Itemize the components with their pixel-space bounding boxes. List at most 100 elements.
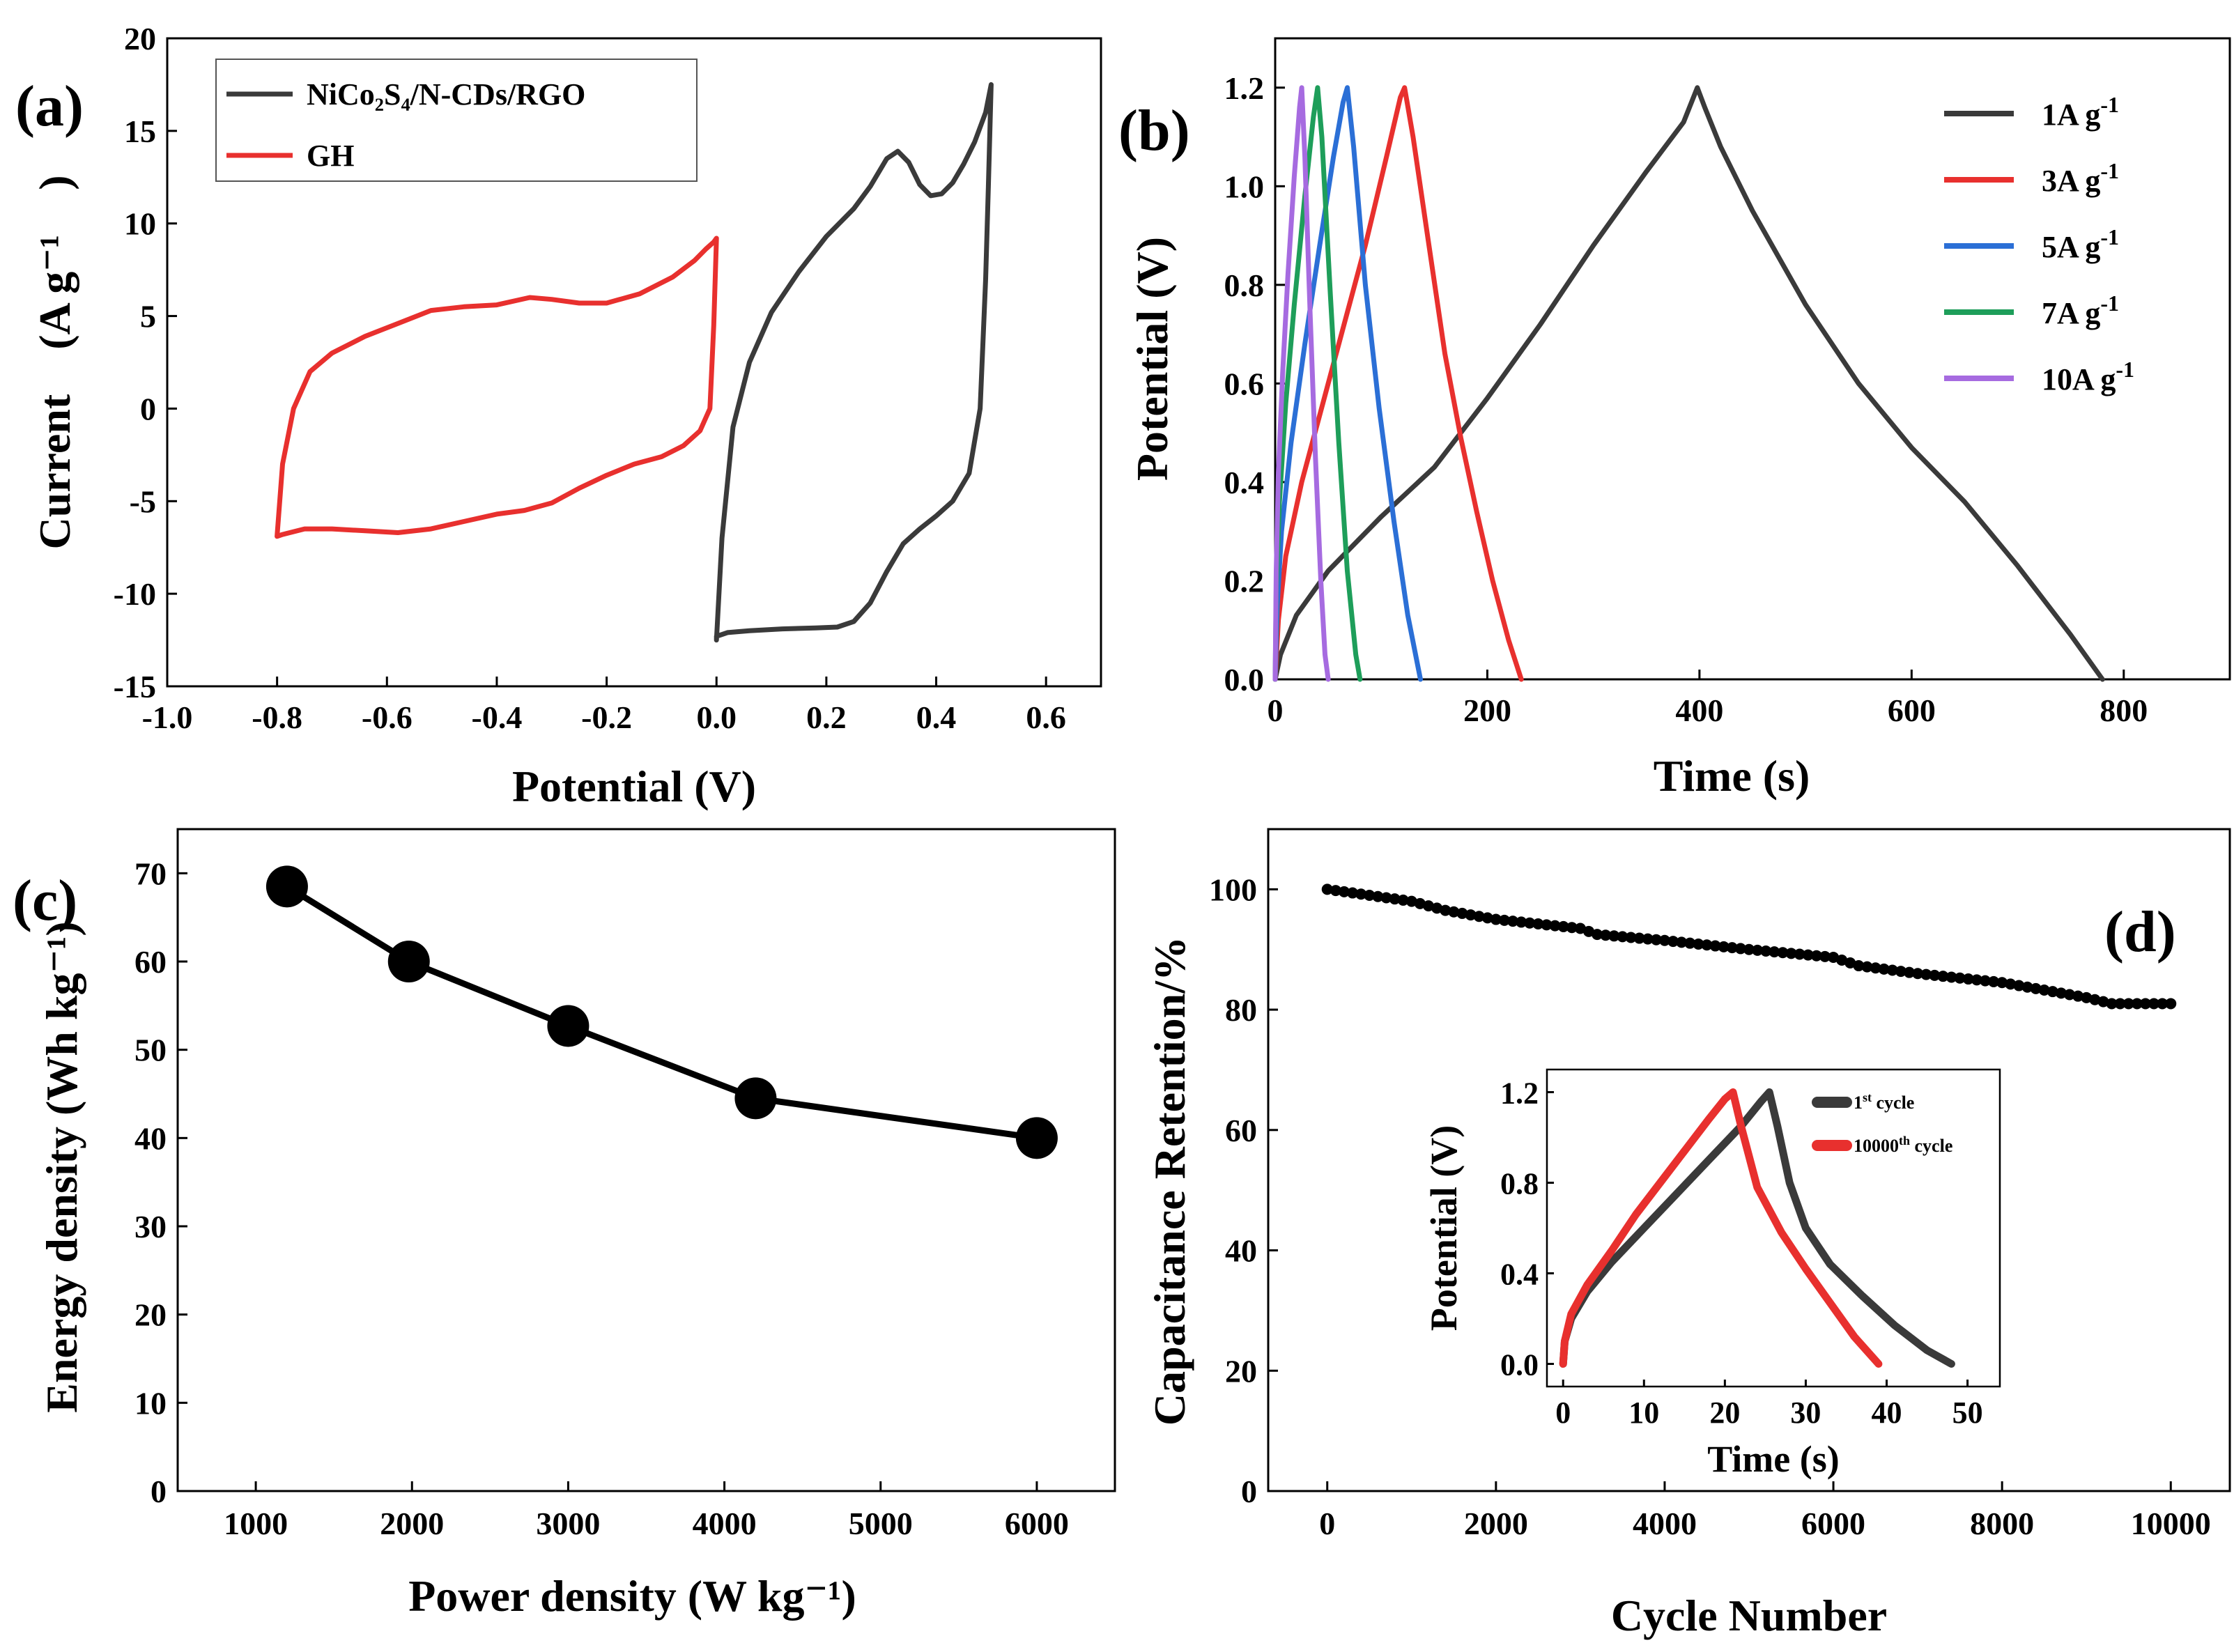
panel-d-y-tick-label: 0 — [1241, 1474, 1257, 1509]
panel-d-data-point — [1676, 936, 1688, 948]
panel-b-legend-unit: 5A g — [2042, 230, 2100, 264]
panel-c-label: (c) — [13, 868, 77, 933]
panel-d-inset-legend-label: 1st cycle — [1854, 1090, 1914, 1113]
panel-b-series-1a — [1272, 85, 2105, 682]
panel-d-inset-x-tick-label: 40 — [1872, 1396, 1902, 1430]
panel-d-data-point — [1600, 929, 1612, 941]
panel-b-legend-exponent: -1 — [2100, 224, 2119, 249]
panel-d-data-point — [1861, 961, 1873, 973]
panel-c-x-tick-label: 4000 — [693, 1506, 757, 1541]
panel-a-x-tick-label: -0.6 — [362, 700, 413, 735]
panel-d-inset-y-tick-label: 0.8 — [1500, 1167, 1539, 1201]
panel-d-inset-series-last-cycle — [1559, 1088, 1883, 1368]
panel-c-y-tick-label: 10 — [134, 1385, 167, 1421]
panel-a-y-tick-label: -15 — [114, 669, 156, 704]
panel-b-x-title: Time (s) — [1654, 751, 1810, 801]
panel-b-label: (b) — [1118, 98, 1190, 163]
panel-d-plot-frame — [1267, 828, 2231, 1492]
panel-d-inset-x-tick-label: 0 — [1555, 1396, 1571, 1430]
panel-d-data-point — [1920, 968, 1932, 980]
panel-b-legend-exponent: -1 — [2100, 158, 2119, 183]
panel-c-data-point — [387, 941, 430, 982]
panel-a-y-tick-label: -10 — [114, 576, 156, 612]
panel-d-data-point — [1946, 971, 1957, 983]
panel-b-x-tick-label: 800 — [2100, 693, 2148, 728]
panel-d-data-point — [1456, 907, 1468, 919]
panel-d-x-title: Cycle Number — [1611, 1591, 1887, 1640]
panel-d-data-point — [1878, 963, 1890, 975]
panel-d-inset-legend-cycle-word: cycle — [1872, 1093, 1914, 1113]
panel-d-data-point — [2123, 998, 2134, 1010]
panel-b: 0 200 400 600 800 0.0 0.2 0.4 0.6 0.8 1.0 1.2 (b) Tim… — [1118, 37, 2231, 801]
panel-a-x-tick-label: -0.8 — [252, 700, 302, 735]
panel-d-data-point — [1516, 916, 1527, 928]
panel-a-legend-label: GH — [307, 139, 354, 173]
panel-b-legend-label: 5A g-1 — [2042, 224, 2119, 264]
panel-d-y-title: Capacitance Retention/% — [1145, 936, 1194, 1426]
panel-d-data-point — [1996, 977, 2008, 989]
panel-d-data-point — [1718, 941, 1730, 952]
panel-b-y-tick-label: 1.0 — [1224, 169, 1265, 204]
panel-d-data-point — [2038, 985, 2050, 996]
panel-b-y-tick-label: 0.8 — [1224, 268, 1265, 303]
panel-a-y-title: Current (A g⁻¹ ) — [30, 175, 79, 549]
panel-d-data-point — [1574, 923, 1586, 934]
panel-d-data-point — [2089, 994, 2101, 1005]
panel-b-legend-exponent: -1 — [2100, 92, 2119, 117]
panel-a-y-tick-label: 5 — [140, 299, 156, 334]
panel-d-inset-legend-ordinal: st — [1863, 1090, 1872, 1104]
panel-d-data-point — [1726, 942, 1738, 954]
panel-d-x-tick-label: 2000 — [1464, 1506, 1528, 1541]
panel-a-x-tick-label: 0.6 — [1026, 700, 1066, 735]
panel-d-data-point — [1650, 934, 1662, 945]
panel-d-y-tick-label: 20 — [1225, 1353, 1257, 1389]
panel-d-data-point — [1828, 951, 1840, 963]
panel-d-data-point — [1498, 914, 1510, 926]
panel-d-y-tick-label: 100 — [1209, 872, 1257, 907]
panel-b-y-tick-label: 0.2 — [1224, 563, 1265, 599]
panel-d-x-tick-label: 4000 — [1633, 1506, 1697, 1541]
panel-d-data-point — [1988, 975, 2000, 987]
panel-c-data-point — [547, 1005, 590, 1047]
panel-d-data-point — [2139, 998, 2151, 1010]
panel-d-data-point — [1541, 919, 1553, 931]
panel-d-x-tick-label: 10000 — [2131, 1506, 2211, 1541]
panel-b-legend-label: 3A g-1 — [2042, 158, 2119, 198]
panel-d-data-point — [2081, 991, 2093, 1003]
panel-d-data-point — [1338, 886, 1350, 897]
panel-c-x-tick-label: 3000 — [536, 1506, 600, 1541]
panel-d-data-point — [1380, 892, 1392, 904]
panel-b-y-tick-label: 0.6 — [1224, 366, 1265, 401]
panel-d-data-point — [1819, 950, 1831, 962]
panel-a-series-nico-s-n-cds-rgo — [714, 82, 994, 643]
panel-c-y-tick-label: 40 — [134, 1120, 167, 1156]
panel-c-x-tick-label: 5000 — [849, 1506, 913, 1541]
panel-d-data-point — [1937, 971, 1949, 982]
panel-d-data-point — [1592, 929, 1603, 941]
panel-d-data-point — [1355, 888, 1367, 900]
panel-d-data-point — [1701, 939, 1713, 951]
panel-a-y-tick-label: 15 — [124, 114, 156, 149]
panel-b-series-5a — [1272, 85, 1423, 682]
panel-d-data-point — [1886, 964, 1898, 976]
panel-d-data-point — [1760, 945, 1772, 957]
panel-d-data-point — [1557, 920, 1569, 932]
panel-d-inset-y-tick-label: 0.0 — [1500, 1348, 1539, 1382]
panel-d-inset-x-title: Time (s) — [1707, 1438, 1839, 1480]
panel-d-label: (d) — [2104, 900, 2176, 964]
panel-d-data-point — [1566, 922, 1578, 934]
panel-d-data-point — [1431, 902, 1443, 914]
panel-d-data-point — [1802, 949, 1814, 961]
panel-c-y-tick-label: 0 — [151, 1474, 167, 1509]
panel-d-data-point — [2157, 998, 2168, 1010]
panel-a-x-tick-label: 0.0 — [696, 700, 737, 735]
panel-d-data-point — [1971, 974, 1982, 986]
panel-b-x-tick-label: 400 — [1675, 693, 1723, 728]
panel-a-y-tick-label: 10 — [124, 206, 156, 242]
panel-d-data-point — [2030, 982, 2042, 994]
panel-d-data-point — [1405, 895, 1417, 907]
panel-d-inset-legend-cycle-word: cycle — [1910, 1136, 1952, 1156]
panel-c-data-point — [265, 865, 308, 908]
